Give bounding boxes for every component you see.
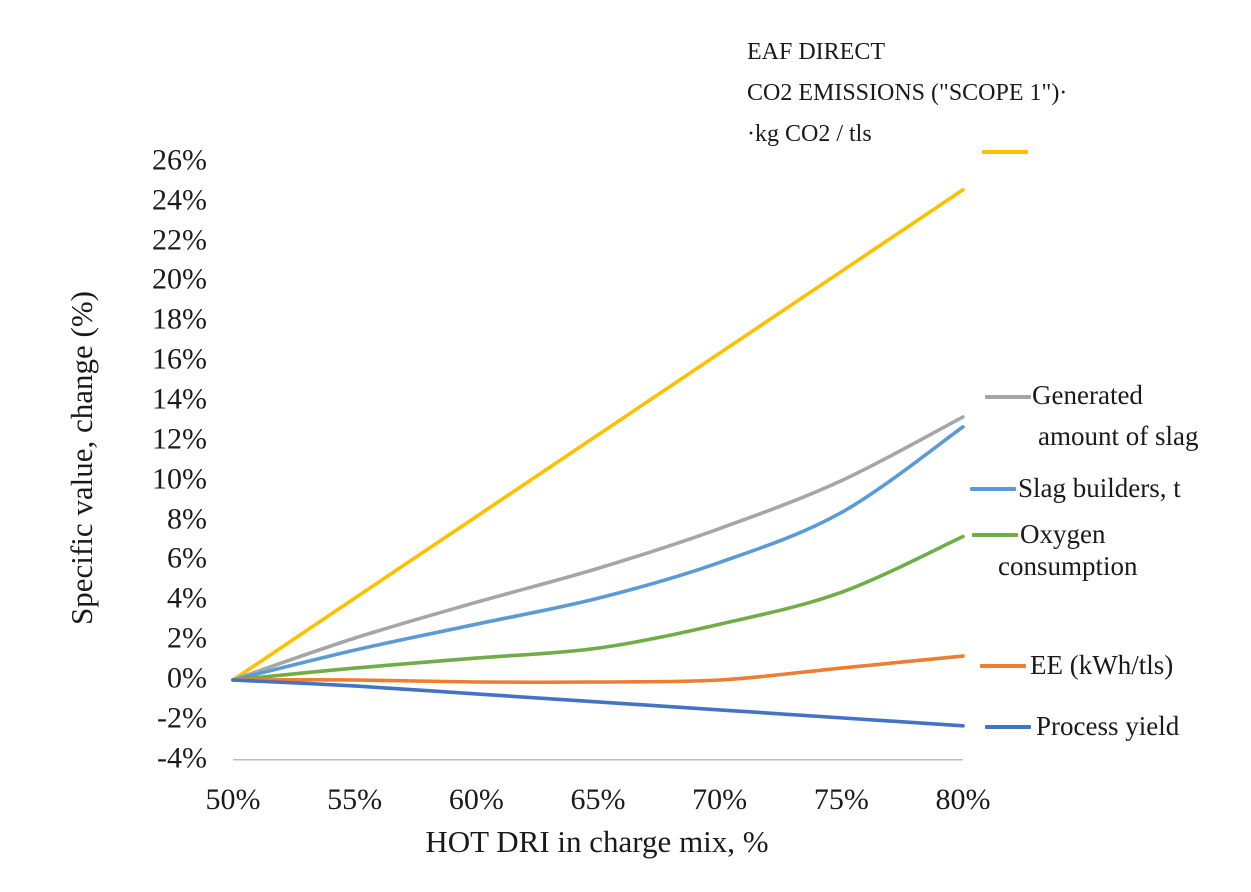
legend-label-slag-builders: Slag builders, t <box>1018 472 1181 503</box>
x-axis-title: HOT DRI in charge mix, % <box>425 824 769 859</box>
y-tick-label: 20% <box>152 263 207 297</box>
legend-label-oxygen-line2: consumption <box>998 550 1138 581</box>
legend-label-co2-line3: ·kg CO2 / tls <box>747 121 872 147</box>
y-tick-label: 10% <box>152 462 207 496</box>
legend-line-oxygen-icon <box>972 533 1018 537</box>
y-tick-label: 16% <box>152 342 207 376</box>
y-tick-label: 26% <box>152 143 207 177</box>
legend-line-co2-icon <box>982 150 1028 154</box>
x-tick-label: 55% <box>327 783 383 816</box>
x-tick-label: 75% <box>813 783 869 816</box>
y-tick-label: -4% <box>157 741 207 775</box>
legend-entry-co2: EAF DIRECT CO2 EMISSIONS ("SCOPE 1")· ·k… <box>747 32 1067 155</box>
series-line-eaf-direct-co2-emissions-scope-1-kg-co2-tls <box>231 187 965 682</box>
legend-label-generated-slag-line1: Generated <box>1032 379 1143 410</box>
legend-line-ee-icon <box>980 664 1026 668</box>
legend-line-generated-slag-icon <box>985 395 1031 399</box>
series-line-slag-builders-t <box>231 425 965 682</box>
x-tick-label: 65% <box>570 783 626 816</box>
y-tick-label: 22% <box>152 223 207 257</box>
y-tick-label: 6% <box>167 542 207 576</box>
series-line-process-yield <box>231 678 965 728</box>
series-line-generated-amount-of-slag <box>231 415 965 682</box>
x-tick-label: 60% <box>448 783 504 816</box>
y-tick-label: 4% <box>167 581 207 615</box>
legend-line-slag-builders-icon <box>970 487 1016 491</box>
legend-label-co2-line2: CO2 EMISSIONS ("SCOPE 1")· <box>747 80 1068 106</box>
legend-label-oxygen-line1: Oxygen <box>1020 518 1106 549</box>
y-tick-label: 12% <box>152 422 207 456</box>
x-tick-label: 70% <box>692 783 748 816</box>
series-line-oxygen-consumption <box>231 534 965 682</box>
y-tick-label: 8% <box>167 502 207 536</box>
y-tick-label: 2% <box>167 621 207 655</box>
y-tick-label: 24% <box>152 183 207 217</box>
legend-label-generated-slag-line2: amount of slag <box>1038 420 1199 451</box>
series-line-ee-kwh-tls <box>231 654 965 685</box>
y-tick-label: 14% <box>152 382 207 416</box>
x-tick-label: 80% <box>935 783 991 816</box>
legend-line-process-yield-icon <box>985 725 1031 729</box>
legend-label-ee: EE (kWh/tls) <box>1030 649 1174 680</box>
y-tick-label: 18% <box>152 302 207 336</box>
legend-label-co2-line1: EAF DIRECT <box>747 39 885 65</box>
y-tick-label: 0% <box>167 661 207 695</box>
legend-label-process-yield: Process yield <box>1036 710 1180 741</box>
x-tick-label: 50% <box>205 783 261 816</box>
y-tick-label: -2% <box>157 701 207 735</box>
